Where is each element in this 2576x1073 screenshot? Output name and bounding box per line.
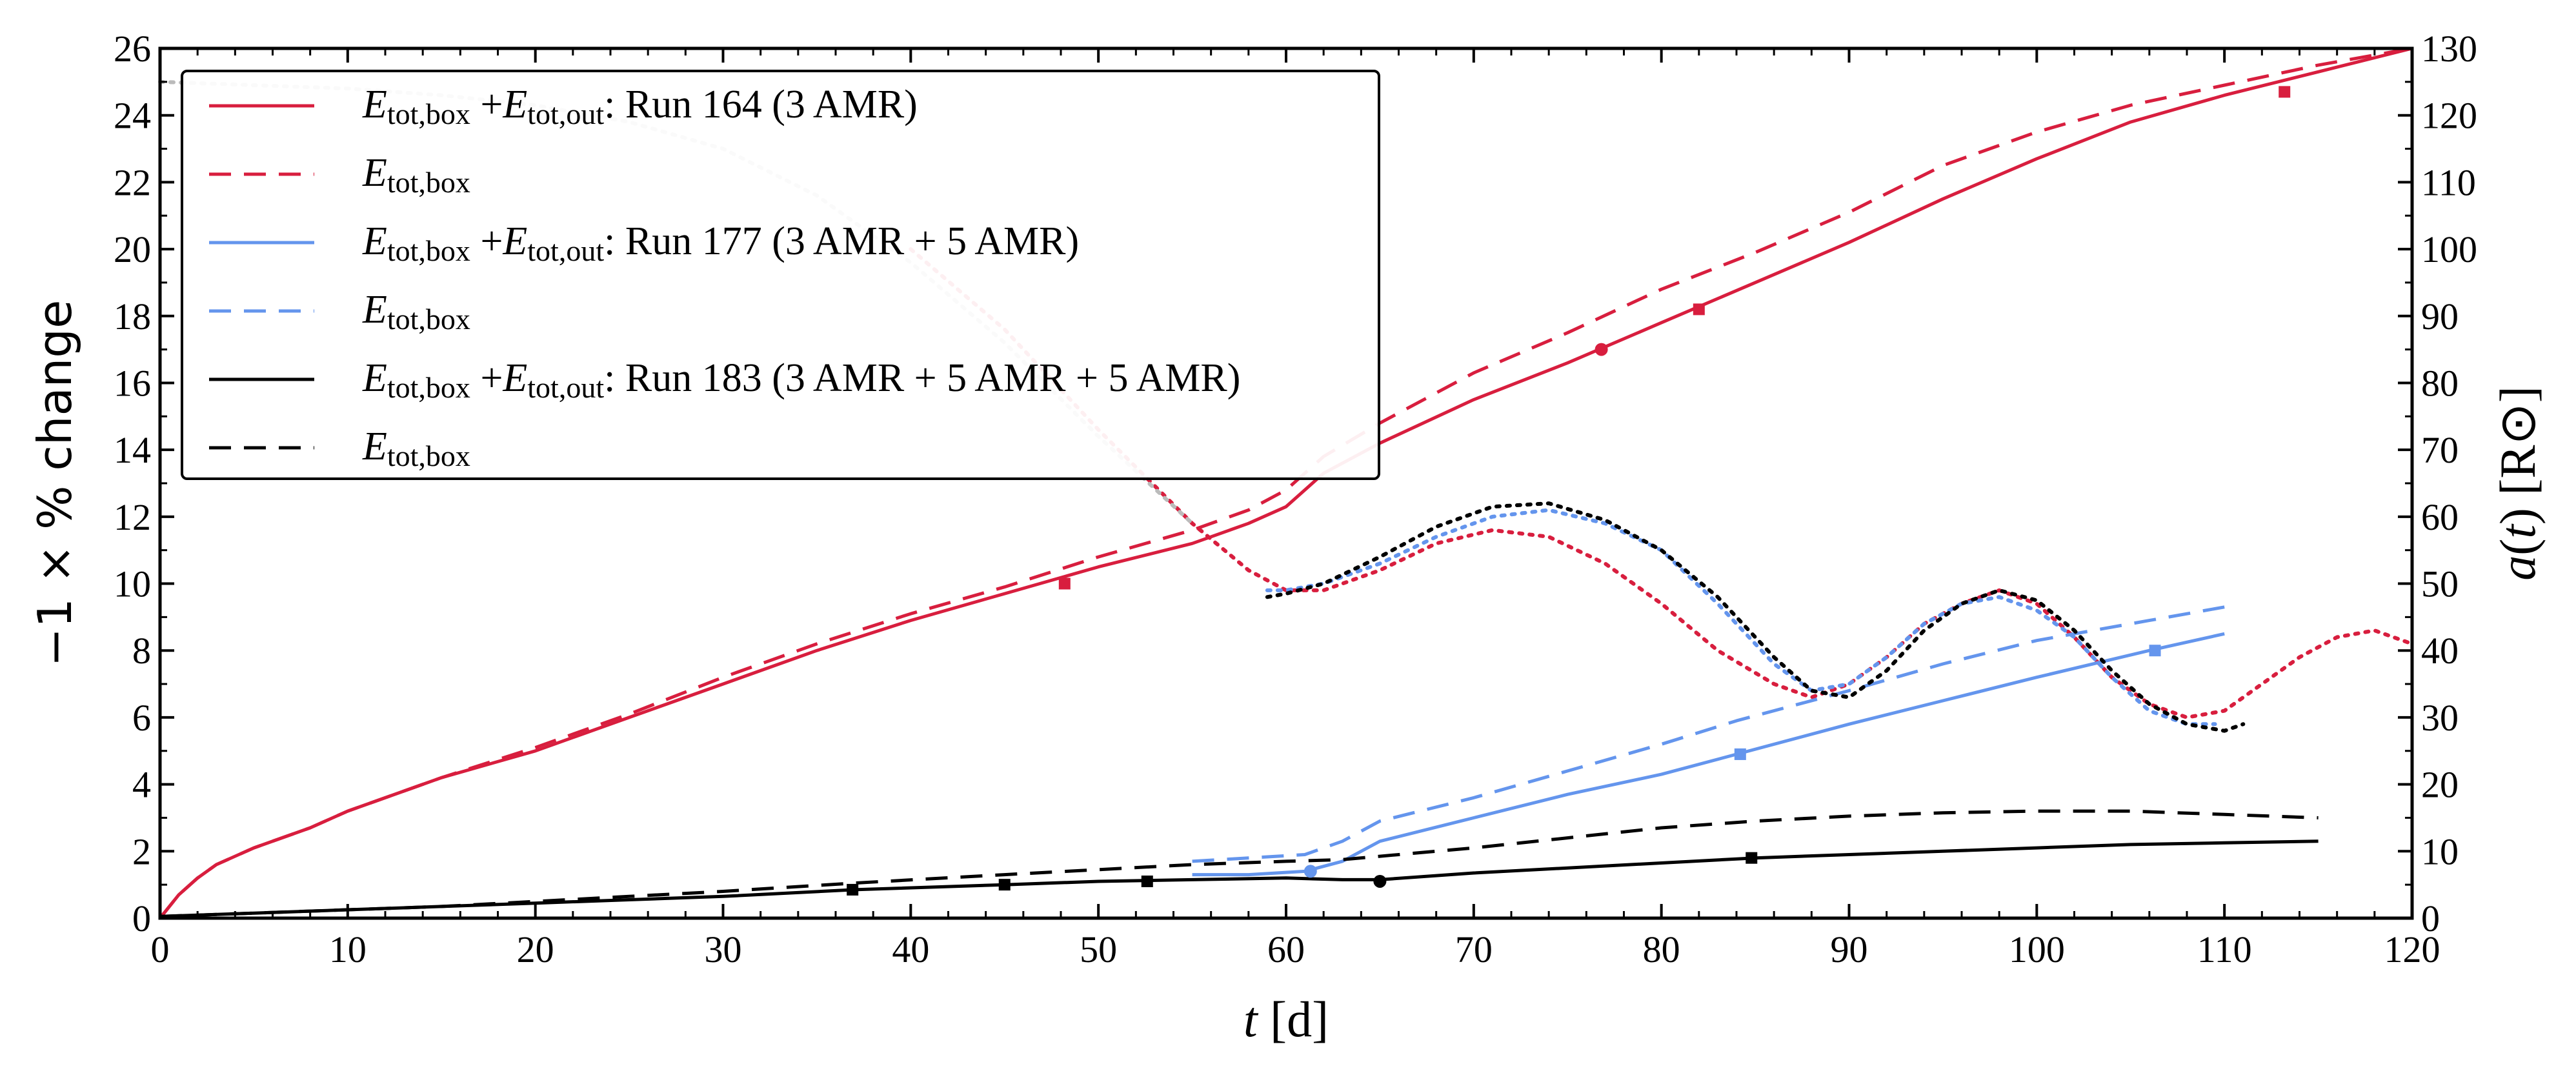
y-left-tick-label-12: 24 xyxy=(114,95,151,137)
y-axis-label-right: a(t) [R⊙] xyxy=(2489,386,2547,580)
y-right-tick-label-7: 70 xyxy=(2421,429,2459,471)
marker-square-6 xyxy=(2149,645,2161,657)
series-line-4 xyxy=(1192,605,2225,863)
x-tick-label-10: 100 xyxy=(2009,928,2065,970)
legend-symbol: E xyxy=(502,356,527,400)
legend-box xyxy=(181,70,1380,480)
legend-plus: + xyxy=(470,356,503,400)
marker-layer xyxy=(847,86,2291,896)
x-tick-label-11: 110 xyxy=(2197,928,2252,970)
y-left-tick-label-9: 18 xyxy=(114,296,151,337)
legend-subscript: tot,out xyxy=(527,234,604,267)
marker-circle-1 xyxy=(1595,343,1608,356)
legend-subscript: tot,box xyxy=(387,371,470,404)
y-right-tick-label-1: 10 xyxy=(2421,830,2459,872)
y-left-tick-label-10: 20 xyxy=(114,228,151,270)
y-left-tick-label-3: 6 xyxy=(132,697,151,739)
x-tick-label-2: 20 xyxy=(517,928,554,970)
y-right-tick-label-6: 60 xyxy=(2421,496,2459,538)
legend-label-3: Etot,box xyxy=(362,288,470,336)
y-left-tick-label-6: 12 xyxy=(114,496,151,538)
marker-square-0 xyxy=(1058,577,1071,590)
x-tick-label-3: 30 xyxy=(705,928,742,970)
legend-symbol: E xyxy=(362,219,387,263)
marker-square-5 xyxy=(1734,748,1746,760)
series-line-7 xyxy=(159,809,2319,918)
marker-circle-4 xyxy=(1303,865,1317,878)
y-left-tick-label-7: 14 xyxy=(114,429,151,471)
marker-square-9 xyxy=(1141,875,1153,887)
legend: Etot,box +Etot,out: Run 164 (3 AMR)Etot,… xyxy=(181,70,1380,480)
y-left-tick-label-5: 10 xyxy=(114,563,151,605)
marker-circle-10 xyxy=(1373,874,1387,888)
legend-symbol: E xyxy=(362,356,387,400)
legend-plus: + xyxy=(470,83,503,126)
y-right-tick-label-10: 100 xyxy=(2421,228,2477,270)
x-tick-label-4: 40 xyxy=(892,928,929,970)
y-right-tick-label-5: 50 xyxy=(2421,563,2459,605)
y-axis-label-left: −1 × % change xyxy=(28,300,82,667)
x-tick-label-0: 0 xyxy=(151,928,170,970)
x-tick-label-12: 120 xyxy=(2384,928,2440,970)
legend-subscript: tot,out xyxy=(527,371,604,404)
legend-symbol: E xyxy=(362,83,387,126)
y-right-tick-label-9: 90 xyxy=(2421,296,2459,337)
legend-symbol: E xyxy=(502,219,527,263)
x-tick-label-9: 90 xyxy=(1831,928,1868,970)
legend-subscript: tot,box xyxy=(387,97,470,130)
y-right-tick-label-8: 80 xyxy=(2421,362,2459,404)
marker-square-3 xyxy=(2279,86,2291,98)
marker-square-7 xyxy=(847,883,859,896)
legend-label-5: Etot,box xyxy=(362,425,470,472)
legend-run-text: : Run 164 (3 AMR) xyxy=(604,83,918,126)
legend-subscript: tot,box xyxy=(387,303,470,336)
y-left-tick-label-1: 2 xyxy=(132,830,151,872)
y-left-tick-label-4: 8 xyxy=(132,630,151,672)
legend-subscript: tot,box xyxy=(387,439,470,472)
legend-symbol: E xyxy=(362,288,387,332)
marker-square-8 xyxy=(998,879,1011,891)
x-tick-label-8: 80 xyxy=(1643,928,1680,970)
axis-layer: 0 10 20 30 40 50 60 70 80 90 100 110 120024681012141… xyxy=(114,28,2477,970)
legend-symbol: E xyxy=(502,83,527,126)
plot-frame xyxy=(158,46,2414,920)
y-left-tick-label-13: 26 xyxy=(114,28,151,70)
legend-subscript: tot,box xyxy=(387,166,470,199)
y-right-tick-label-0: 0 xyxy=(2421,898,2440,939)
x-tick-label-1: 10 xyxy=(329,928,367,970)
legend-run-text: : Run 177 (3 AMR + 5 AMR) xyxy=(604,219,1079,263)
legend-label-0: Etot,box +Etot,out: Run 164 (3 AMR) xyxy=(362,83,918,130)
y-right-tick-label-2: 20 xyxy=(2421,764,2459,806)
legend-subscript: tot,box xyxy=(387,234,470,267)
legend-symbol: E xyxy=(362,151,387,195)
series-line-1 xyxy=(159,46,2413,919)
x-axis-label: t [d] xyxy=(1243,991,1329,1047)
x-tick-label-5: 50 xyxy=(1080,928,1117,970)
y-left-tick-label-2: 4 xyxy=(132,764,151,806)
legend-subscript: tot,out xyxy=(527,97,604,130)
y-right-tick-label-12: 120 xyxy=(2421,95,2477,137)
series-line-8 xyxy=(1265,501,2246,733)
legend-label-4: Etot,box +Etot,out: Run 183 (3 AMR + 5 A… xyxy=(362,356,1240,404)
legend-label-1: Etot,box xyxy=(362,151,470,199)
x-tick-label-7: 70 xyxy=(1455,928,1493,970)
legend-symbol: E xyxy=(362,425,387,468)
y-left-tick-label-0: 0 xyxy=(132,898,151,939)
x-tick-label-6: 60 xyxy=(1267,928,1305,970)
y-left-tick-label-11: 22 xyxy=(114,161,151,203)
y-right-tick-label-11: 110 xyxy=(2421,161,2476,203)
y-right-tick-label-3: 30 xyxy=(2421,697,2459,739)
marker-square-11 xyxy=(1746,852,1758,864)
y-right-tick-label-4: 40 xyxy=(2421,630,2459,672)
legend-run-text: : Run 183 (3 AMR + 5 AMR + 5 AMR) xyxy=(604,356,1240,400)
y-right-tick-label-13: 130 xyxy=(2421,28,2477,70)
y-left-tick-label-8: 16 xyxy=(114,362,151,404)
legend-label-2: Etot,box +Etot,out: Run 177 (3 AMR + 5 A… xyxy=(362,219,1079,267)
marker-square-2 xyxy=(1693,303,1705,316)
legend-plus: + xyxy=(470,219,503,263)
